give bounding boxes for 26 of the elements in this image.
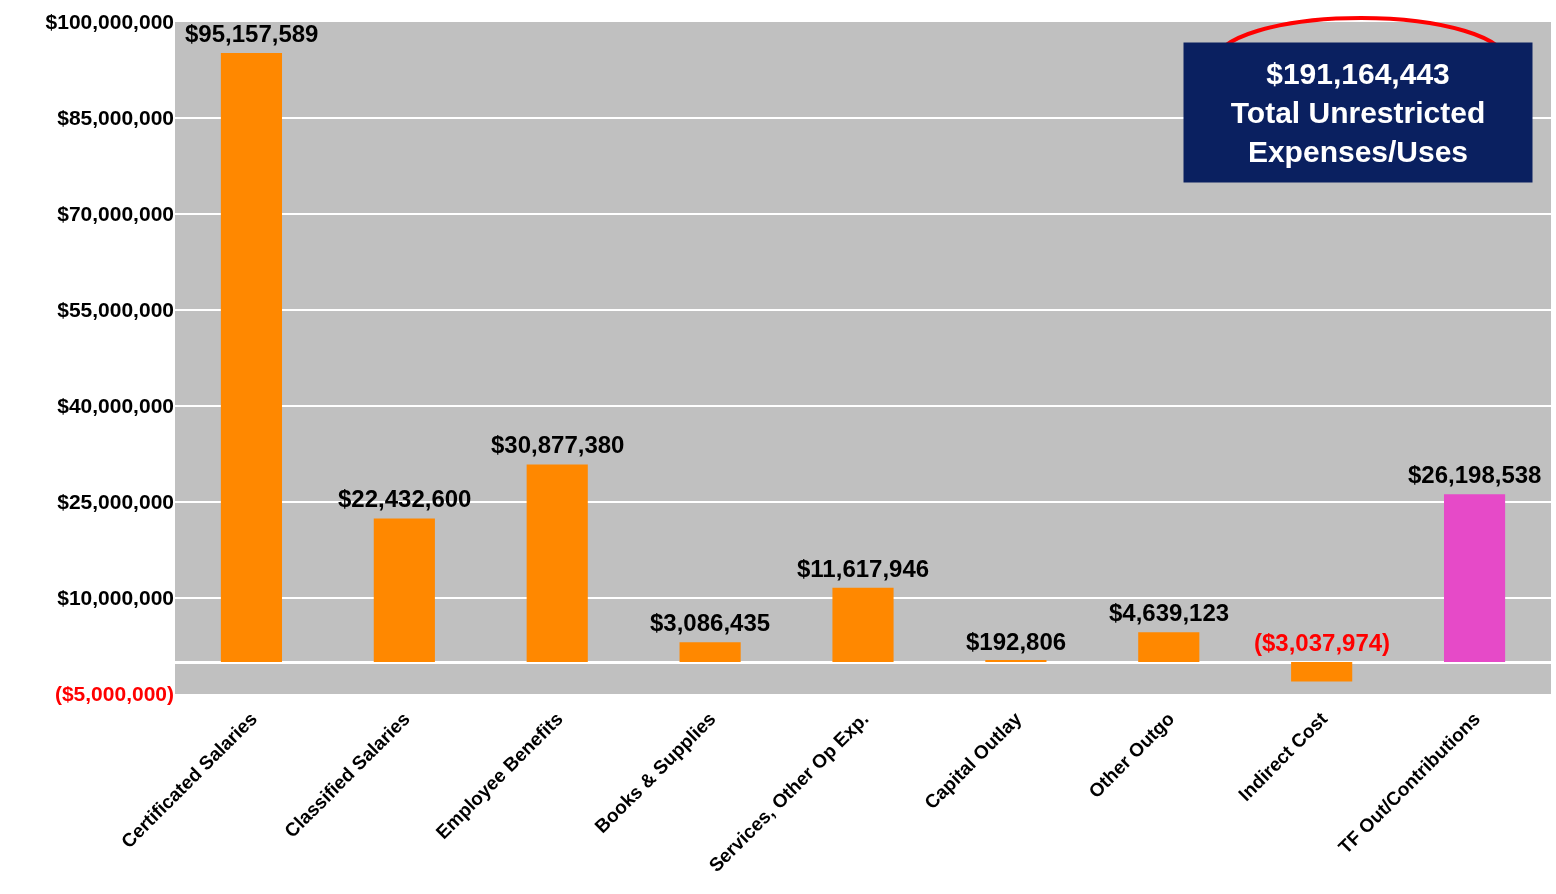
- bar: [373, 518, 435, 662]
- bar: [679, 642, 741, 662]
- bar: [1443, 494, 1506, 662]
- data-label: $192,806: [966, 628, 1067, 655]
- y-tick-label: $25,000,000: [57, 490, 174, 514]
- y-tick-label: $70,000,000: [57, 202, 174, 226]
- annotation: $191,164,443 Total Unrestricted Expenses/Uses: [1230, 57, 1486, 168]
- data-label: $30,877,380: [491, 431, 625, 458]
- bar: [220, 52, 283, 662]
- data-label: $95,157,589: [185, 20, 319, 47]
- data-label: ($3,037,974): [1254, 629, 1391, 656]
- y-tick-label: $55,000,000: [57, 298, 174, 322]
- bar: [832, 587, 894, 662]
- bar: [1291, 662, 1353, 682]
- y-tick-label: $10,000,000: [57, 586, 174, 610]
- bar: [1138, 632, 1200, 662]
- y-tick-label: ($5,000,000): [54, 682, 174, 706]
- data-label: $26,198,538: [1408, 461, 1542, 488]
- data-label: $3,086,435: [650, 609, 771, 636]
- y-tick-label: $85,000,000: [57, 106, 174, 130]
- y-tick-label: $100,000,000: [45, 10, 174, 34]
- y-tick-label: $40,000,000: [57, 394, 174, 418]
- bar: [526, 464, 588, 662]
- data-label: $22,432,600: [338, 485, 472, 512]
- data-label: $11,617,946: [797, 555, 930, 582]
- data-label: $4,639,123: [1109, 599, 1230, 626]
